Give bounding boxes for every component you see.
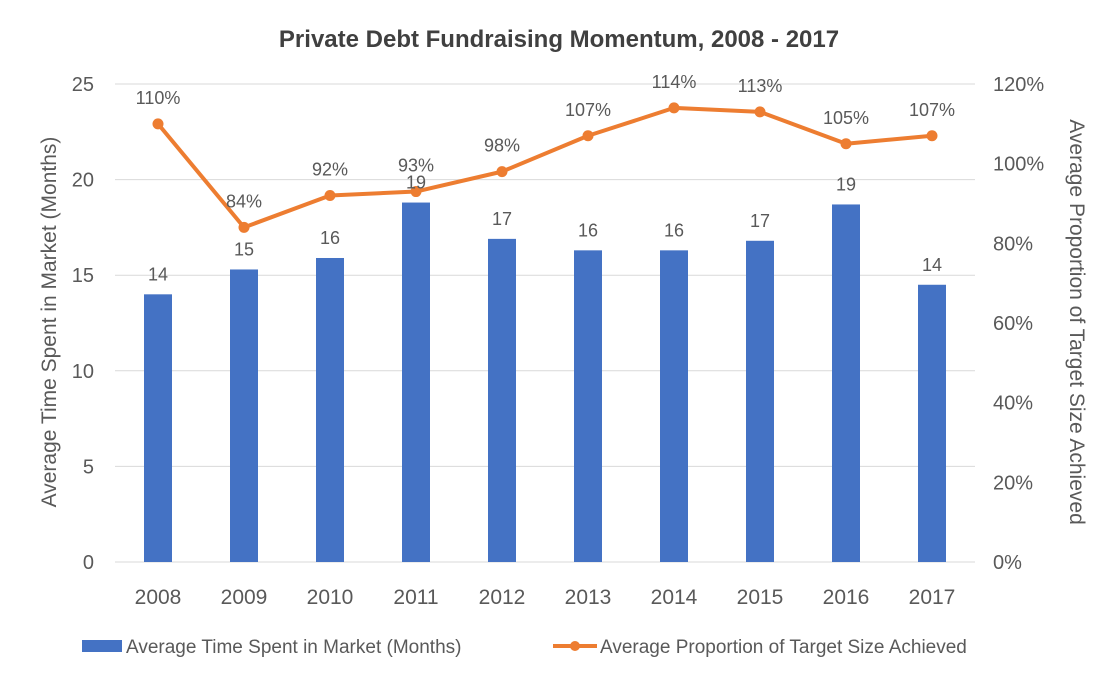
y-axis-left-tick-label: 0	[83, 552, 94, 574]
bar-data-label: 14	[148, 264, 168, 284]
y-axis-right-tick-label: 40%	[993, 393, 1033, 415]
x-axis-tick-label: 2012	[479, 586, 526, 609]
data-labels: 14 15 16 19 17 16 16 17 19 14 110% 84% 92% 93% 98% 107%…	[136, 72, 955, 284]
bar	[832, 204, 860, 562]
line-point	[410, 186, 422, 198]
bar-data-label: 17	[492, 209, 512, 229]
bar-data-label: 14	[922, 255, 942, 275]
line-data-label: 84%	[226, 191, 262, 211]
y-axis-left-tick-label: 15	[72, 265, 94, 287]
bar-data-label: 16	[578, 220, 598, 240]
bar	[230, 269, 258, 562]
gridlines	[115, 83, 975, 563]
line-data-label: 114%	[652, 72, 697, 92]
y-axis-left-tick-label: 25	[72, 74, 94, 96]
line-point	[152, 118, 164, 130]
bar-data-label: 19	[406, 173, 426, 193]
line-data-label: 107%	[909, 100, 955, 120]
line-data-label: 93%	[398, 156, 434, 176]
axes: 0 5 10 15 20 25 0% 20% 40% 60% 80% 100% 120% 2008 2009…	[72, 74, 1045, 609]
legend: Average Time Spent in Market (Months) Av…	[82, 637, 967, 658]
line-data-label: 113%	[738, 76, 783, 96]
line-point	[668, 102, 680, 114]
line-point	[840, 138, 852, 150]
legend-swatch-marker	[570, 641, 580, 651]
line-data-label: 92%	[312, 160, 348, 180]
legend-label-bar: Average Time Spent in Market (Months)	[126, 637, 461, 658]
y-axis-right-tick-label: 60%	[993, 313, 1033, 335]
y-axis-right-tick-label: 100%	[993, 154, 1044, 176]
line-point	[238, 221, 250, 233]
y-axis-left-tick-label: 10	[72, 361, 94, 383]
line-point	[926, 130, 938, 142]
x-axis-tick-label: 2008	[135, 586, 182, 609]
x-axis-tick-label: 2014	[651, 586, 698, 609]
bar-series	[144, 202, 946, 562]
x-axis-tick-label: 2016	[823, 586, 870, 609]
x-axis-tick-label: 2009	[221, 586, 268, 609]
bar	[144, 294, 172, 562]
bar	[316, 257, 344, 562]
bar	[660, 250, 688, 562]
bar	[488, 238, 516, 562]
line-point	[324, 190, 336, 202]
y-axis-left-tick-label: 5	[83, 456, 94, 478]
bar	[918, 284, 946, 562]
line-data-label: 105%	[823, 108, 869, 128]
legend-swatch-bar	[82, 640, 122, 652]
line-path	[156, 105, 933, 230]
y-axis-right-title: Average Proportion of Target Size Achiev…	[1065, 119, 1088, 524]
x-axis-tick-label: 2011	[393, 586, 438, 609]
bar	[402, 202, 430, 562]
y-axis-right-tick-label: 80%	[993, 233, 1033, 255]
legend-label-line: Average Proportion of Target Size Achiev…	[600, 637, 967, 658]
bar	[746, 240, 774, 562]
bar	[574, 250, 602, 562]
bar-data-label: 17	[750, 211, 770, 231]
line-series	[152, 102, 938, 233]
y-axis-left-title: Average Time Spent in Market (Months)	[38, 137, 61, 508]
line-data-label: 98%	[484, 136, 520, 156]
x-axis-tick-label: 2010	[307, 586, 354, 609]
line-data-label: 110%	[136, 88, 181, 108]
bar-data-label: 15	[234, 239, 254, 259]
y-axis-right-tick-label: 0%	[993, 552, 1022, 574]
y-axis-left-tick-label: 20	[72, 170, 94, 192]
line-data-label: 107%	[565, 100, 611, 120]
x-axis-tick-label: 2015	[737, 586, 784, 609]
x-axis-tick-label: 2013	[565, 586, 612, 609]
line-point	[496, 166, 508, 178]
y-axis-right-tick-label: 20%	[993, 472, 1033, 494]
x-axis-tick-label: 2017	[909, 586, 956, 609]
line-point	[754, 106, 766, 118]
bar-data-label: 19	[836, 174, 856, 194]
bar-data-label: 16	[320, 228, 340, 248]
line-point	[582, 130, 594, 142]
y-axis-right-tick-label: 120%	[993, 74, 1044, 96]
bar-data-label: 16	[664, 220, 684, 240]
chart-title: Private Debt Fundraising Momentum, 2008 …	[279, 26, 839, 53]
